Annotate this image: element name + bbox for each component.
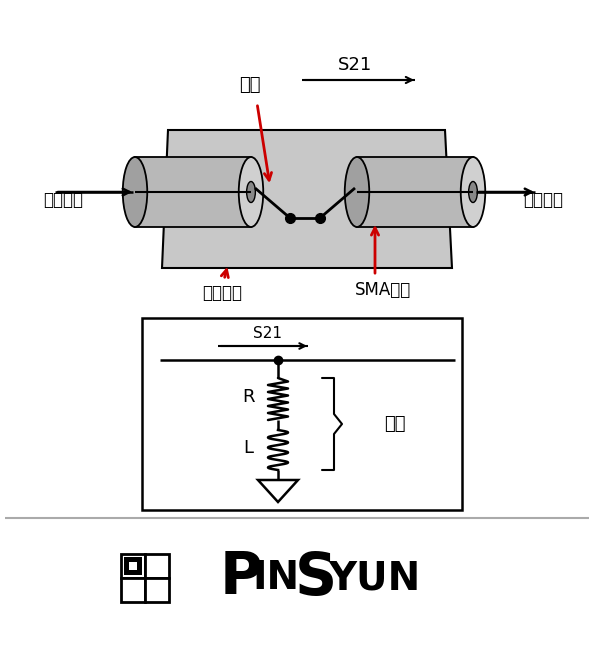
Bar <box>121 578 145 602</box>
Polygon shape <box>258 480 298 502</box>
Bar <box>145 578 169 602</box>
Text: S21: S21 <box>254 325 283 340</box>
Bar <box>142 318 462 510</box>
Text: 从激励源: 从激励源 <box>43 191 83 209</box>
Bar <box>121 554 145 578</box>
Bar <box>124 557 142 575</box>
Polygon shape <box>162 130 452 268</box>
Text: S21: S21 <box>338 56 372 74</box>
Ellipse shape <box>345 157 369 227</box>
Text: 引线: 引线 <box>239 76 261 94</box>
Text: R: R <box>242 388 254 406</box>
Ellipse shape <box>469 182 478 203</box>
Ellipse shape <box>123 157 147 227</box>
Text: 接地铜板: 接地铜板 <box>202 284 242 302</box>
Bar <box>129 562 137 570</box>
Text: YUN: YUN <box>328 559 420 597</box>
Ellipse shape <box>461 157 485 227</box>
Bar <box>357 157 473 227</box>
Text: IN: IN <box>252 559 299 597</box>
Text: 到接收机: 到接收机 <box>523 191 563 209</box>
Text: L: L <box>243 439 253 457</box>
Text: 引线: 引线 <box>384 415 406 433</box>
Text: S: S <box>295 549 337 606</box>
Ellipse shape <box>239 157 263 227</box>
Ellipse shape <box>247 182 255 203</box>
Bar <box>145 554 169 578</box>
Text: P: P <box>220 549 263 606</box>
Bar <box>135 157 251 227</box>
Text: SMA接头: SMA接头 <box>355 281 411 299</box>
